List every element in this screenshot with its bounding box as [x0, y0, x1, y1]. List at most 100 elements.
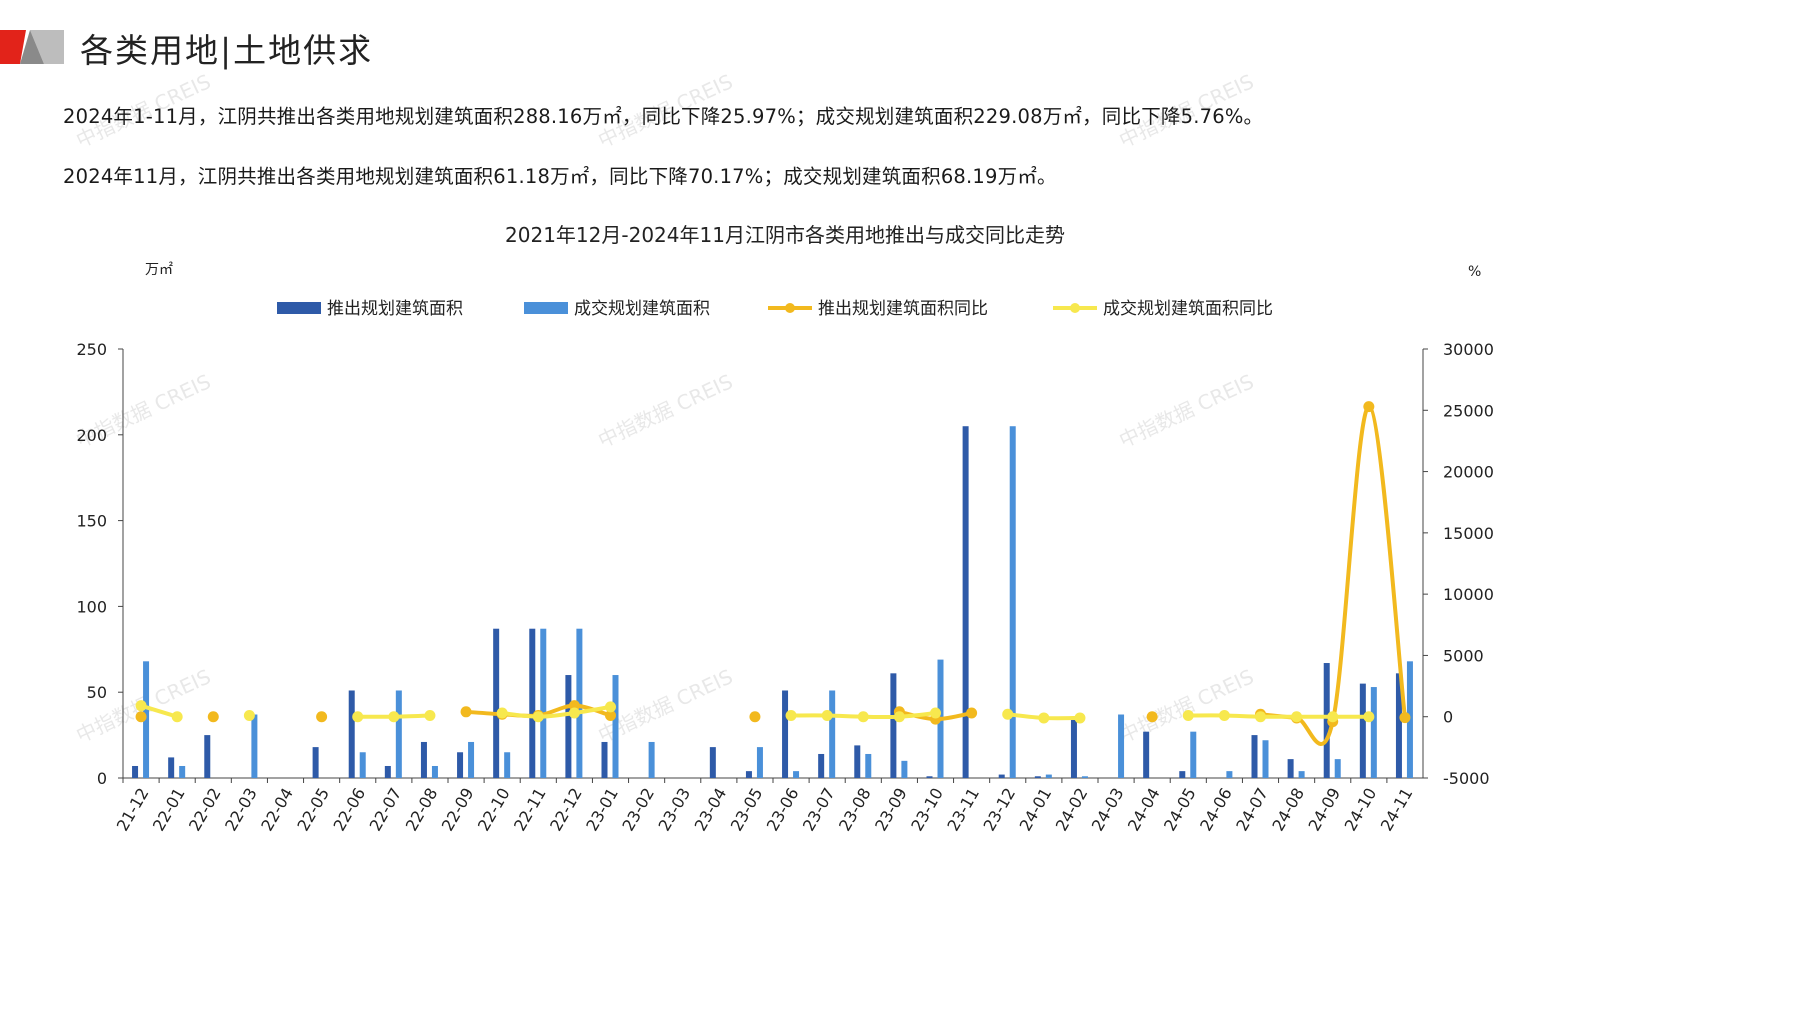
bar-supply [926, 776, 933, 778]
bar-deal [829, 690, 836, 778]
legend-label-2: 成交规划建筑面积 [574, 299, 710, 319]
bar-deal [1045, 774, 1052, 778]
series-line-deal-yoy [501, 704, 611, 719]
point-supply-yoy [966, 707, 978, 719]
legend-marker-4 [1070, 303, 1080, 313]
bar-supply [420, 741, 427, 778]
x-tick-label: 23-09 [871, 785, 911, 835]
point-deal-yoy [857, 711, 869, 723]
bar-deal [1262, 740, 1269, 778]
bar-supply [493, 628, 500, 778]
legend-label-1: 推出规划建筑面积 [327, 299, 463, 319]
point-supply-yoy [1363, 401, 1375, 413]
x-tick-label: 24-11 [1377, 785, 1417, 835]
brand-logo-icon [0, 30, 64, 64]
bar-deal [540, 628, 547, 778]
bar-deal [251, 714, 258, 778]
point-deal-yoy [424, 709, 436, 721]
point-supply-yoy [460, 706, 472, 718]
bar-supply [1143, 731, 1150, 778]
point-deal-yoy [605, 701, 616, 713]
x-tick-label: 24-03 [1088, 785, 1128, 835]
bar-supply [854, 745, 861, 778]
x-tick-label: 22-11 [510, 785, 550, 835]
x-tick-label: 24-10 [1341, 785, 1381, 835]
x-tick-label: 22-02 [185, 785, 225, 835]
point-deal-yoy [1002, 708, 1014, 720]
bar-supply [457, 752, 464, 778]
x-tick-label: 22-06 [329, 785, 369, 835]
bar-supply [204, 735, 211, 778]
y-tick-label: 150 [76, 512, 107, 531]
point-supply-yoy [316, 711, 328, 723]
x-tick-label: 22-05 [293, 785, 333, 835]
bar-deal [431, 765, 438, 778]
y2-tick-label: 30000 [1443, 340, 1494, 359]
bar-deal [576, 628, 583, 778]
bar-supply [312, 747, 319, 778]
x-tick-label: 23-08 [835, 785, 875, 835]
legend-swatch-1 [277, 302, 321, 314]
bar-deal [865, 753, 872, 778]
x-tick-label: 24-09 [1304, 785, 1344, 835]
x-tick-label: 23-02 [618, 785, 658, 835]
bar-deal [1118, 714, 1125, 778]
point-deal-yoy [785, 709, 797, 721]
x-tick-label: 22-03 [221, 785, 261, 835]
summary-line-2: 2024年11月，江阴共推出各类用地规划建筑面积61.18万㎡，同比下降70.1… [63, 165, 1057, 188]
x-tick-label: 24-07 [1232, 785, 1272, 835]
legend-marker-3 [785, 303, 795, 313]
x-tick-label: 23-04 [691, 785, 731, 835]
bar-supply [168, 757, 175, 778]
bar-supply [132, 765, 139, 778]
bar-supply [745, 771, 752, 778]
bar-supply [1287, 759, 1294, 778]
summary-line-1: 2024年1-11月，江阴共推出各类用地规划建筑面积288.16万㎡，同比下降2… [63, 105, 1264, 128]
point-deal-yoy [388, 711, 400, 723]
y-tick-label: 250 [76, 340, 107, 359]
point-deal-yoy [1218, 709, 1230, 721]
bar-deal [648, 741, 655, 778]
x-tick-label: 22-10 [474, 785, 514, 835]
bar-deal [901, 760, 908, 778]
point-supply-yoy [135, 711, 147, 723]
bar-deal [504, 752, 511, 778]
bar-supply [818, 753, 825, 778]
y2-axis-unit-label: % [1468, 264, 1481, 280]
bar-supply [565, 675, 572, 778]
series-line-supply-yoy [1260, 404, 1407, 746]
x-tick-label: 22-04 [257, 785, 297, 835]
point-deal-yoy [1291, 711, 1303, 723]
point-deal-yoy [532, 711, 544, 723]
point-deal-yoy [243, 709, 255, 721]
point-supply-yoy [1146, 711, 1158, 723]
point-deal-yoy [821, 709, 833, 721]
x-tick-label: 23-05 [727, 785, 767, 835]
bar-deal [1298, 771, 1305, 778]
x-tick-label: 23-06 [763, 785, 803, 835]
y2-tick-label: 20000 [1443, 463, 1494, 482]
page-header: 各类用地|土地供求 [0, 22, 1545, 70]
bar-deal [1009, 426, 1016, 778]
bar-deal [1334, 759, 1341, 778]
bar-deal [359, 752, 366, 778]
chart-title: 2021年12月-2024年11月江阴市各类用地推出与成交同比走势 [505, 223, 1065, 247]
bar-deal [179, 765, 186, 778]
bar-supply [1251, 735, 1258, 778]
bar-deal [1190, 731, 1197, 778]
y2-tick-label: 15000 [1443, 524, 1494, 543]
bar-deal [1081, 776, 1088, 778]
point-supply-yoy [207, 711, 219, 723]
bar-supply [1070, 717, 1077, 778]
x-tick-label: 22-07 [366, 785, 406, 835]
point-deal-yoy [171, 711, 183, 723]
point-deal-yoy [496, 707, 508, 719]
point-deal-yoy [352, 711, 364, 723]
y2-tick-label: 25000 [1443, 401, 1494, 420]
bar-supply [1323, 663, 1330, 778]
bar-deal [468, 741, 475, 778]
bar-deal [793, 771, 800, 778]
y2-tick-label: 5000 [1443, 646, 1484, 665]
x-tick-label: 23-12 [979, 784, 1019, 834]
bar-supply [601, 741, 608, 778]
